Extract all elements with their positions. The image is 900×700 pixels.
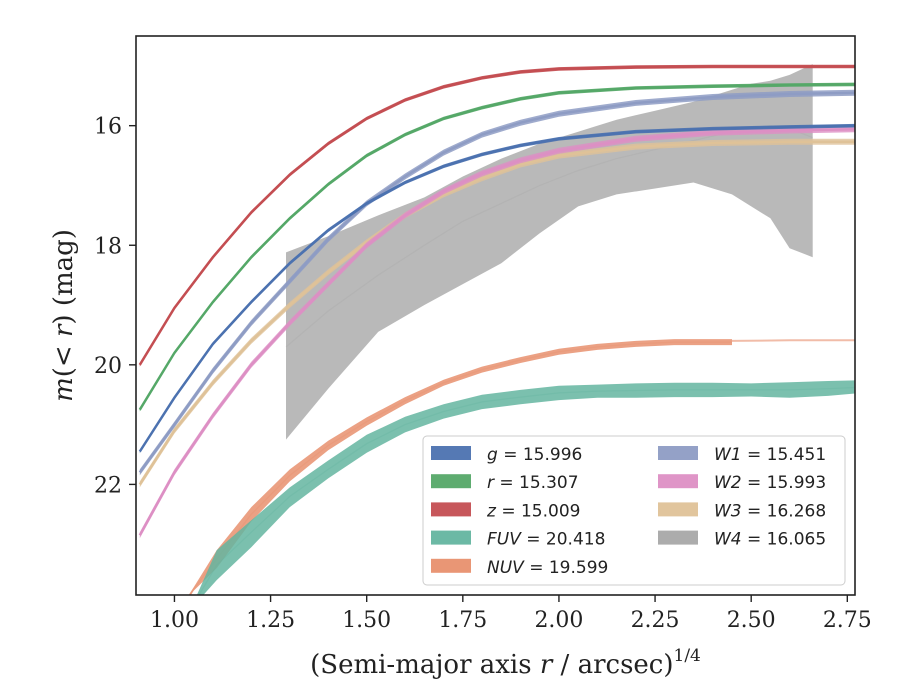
- legend-swatch-fuv: [431, 530, 471, 545]
- series-r: [138, 82, 855, 412]
- legend-label-value: = 15.996: [498, 445, 583, 465]
- y-tick-label: 22: [94, 473, 122, 498]
- legend-swatch-g: [431, 446, 471, 460]
- legend-label-w1: W1 = 15.451: [714, 445, 826, 465]
- legend-label-z: z = 15.009: [486, 501, 580, 521]
- legend-swatch-w3: [658, 502, 698, 517]
- legend-label-value: = 15.307: [494, 473, 579, 493]
- series-w2-line: [138, 128, 855, 536]
- series-fuv-line: [198, 386, 855, 595]
- legend-swatch-nuv: [431, 558, 471, 573]
- x-tick-label: 2.75: [823, 608, 872, 633]
- legend-item-g: g = 15.996: [431, 445, 582, 465]
- axes: 1.00 1.25 1.50 1.75 2.00 2.25 2.50 2.75 16 18 20 22…: [49, 35, 872, 680]
- legend-swatch-w4: [658, 530, 698, 545]
- series-w1-line: [138, 91, 855, 474]
- series-nuv-extension: [731, 339, 855, 342]
- legend-label-g: g = 15.996: [487, 445, 582, 465]
- series-z: [138, 64, 855, 367]
- legend-box: [422, 435, 846, 586]
- series-fuv: [196, 380, 855, 595]
- legend-swatch-r: [431, 474, 471, 489]
- legend-item-z: z = 15.009: [431, 501, 580, 521]
- x-axis-label-var: r: [540, 650, 554, 680]
- series-w1: [138, 89, 855, 476]
- x-axis-label: (Semi-major axis r / arcsec)1/4: [310, 646, 701, 680]
- legend-label-var: NUV: [487, 558, 525, 578]
- series-w2: [138, 126, 855, 539]
- x-axis-label-part: / arcsec): [552, 650, 673, 680]
- series-g: [138, 123, 855, 454]
- x-tick-label: 2.00: [534, 608, 583, 633]
- legend-label-value: = 15.009: [496, 501, 581, 521]
- legend-label-var: W3: [714, 501, 742, 521]
- legend-label-value: = 20.418: [521, 530, 606, 550]
- legend-label-value: = 16.065: [742, 530, 827, 550]
- x-axis-label-part: (Semi-major axis: [310, 650, 540, 680]
- legend-swatch-w2: [658, 474, 698, 489]
- x-tick-label: 1.25: [246, 608, 295, 633]
- legend-item-w2: W2 = 15.993: [658, 473, 826, 493]
- x-tick-label: 2.50: [727, 608, 776, 633]
- legend-item-w3: W3 = 16.268: [658, 501, 826, 521]
- legend-swatch-w1: [658, 446, 698, 460]
- x-tick-label: 1.50: [342, 608, 391, 633]
- legend-item-w1: W1 = 15.451: [658, 445, 826, 465]
- legend-label-var: FUV: [487, 530, 522, 550]
- legend-swatch-z: [431, 502, 471, 517]
- legend-label-value: = 16.268: [742, 501, 827, 521]
- series-g-line: [138, 124, 855, 453]
- legend-item-fuv: FUV = 20.418: [431, 530, 605, 550]
- series-nuv-band: [188, 339, 732, 595]
- y-tick-label: 18: [94, 234, 122, 259]
- legend-label-var: W4: [714, 530, 742, 550]
- x-tick-label: 1.75: [438, 608, 487, 633]
- y-tick-label: 20: [94, 354, 122, 379]
- legend-item-w4: W4 = 16.065: [658, 530, 826, 550]
- plot-frame: [135, 35, 856, 596]
- legend-item-r: r = 15.307: [431, 473, 579, 493]
- legend-label-var: r: [487, 473, 495, 493]
- legend-label-var: g: [487, 445, 498, 465]
- legend-label-w3: W3 = 16.268: [714, 501, 826, 521]
- legend-label-value: = 19.599: [524, 558, 609, 578]
- y-axis-label-var: r: [49, 323, 79, 337]
- series-nuv: [188, 339, 855, 595]
- legend-label-r: r = 15.307: [487, 473, 579, 493]
- series-nuv-line: [189, 341, 732, 595]
- y-axis-label-part: (<: [49, 337, 79, 377]
- legend-label-value: = 15.451: [742, 445, 827, 465]
- legend-label-value: = 15.993: [742, 473, 827, 493]
- legend-item-nuv: NUV = 19.599: [431, 558, 608, 578]
- series-r-line: [138, 83, 855, 411]
- legend-label-fuv: FUV = 20.418: [487, 530, 605, 550]
- legend-label-var: W2: [714, 473, 742, 493]
- legend-label-nuv: NUV = 19.599: [487, 558, 608, 578]
- x-tick-label: 1.00: [150, 608, 199, 633]
- series-z-line: [138, 65, 855, 366]
- series-w4-band: [286, 64, 813, 440]
- legend-label-var: W1: [714, 445, 742, 465]
- x-axis-label-exponent: 1/4: [674, 646, 701, 666]
- legend-label-w4: W4 = 16.065: [714, 530, 826, 550]
- y-axis-label: m(< r) (mag): [49, 229, 79, 402]
- y-axis-label-part: ) (mag): [49, 229, 79, 325]
- legend-label-w2: W2 = 15.993: [714, 473, 826, 493]
- y-axis-label-var: m: [49, 377, 79, 402]
- y-tick-label: 16: [94, 115, 122, 140]
- x-tick-label: 2.25: [631, 608, 680, 633]
- legend-label-var: z: [486, 501, 497, 521]
- plot-area: [138, 64, 855, 595]
